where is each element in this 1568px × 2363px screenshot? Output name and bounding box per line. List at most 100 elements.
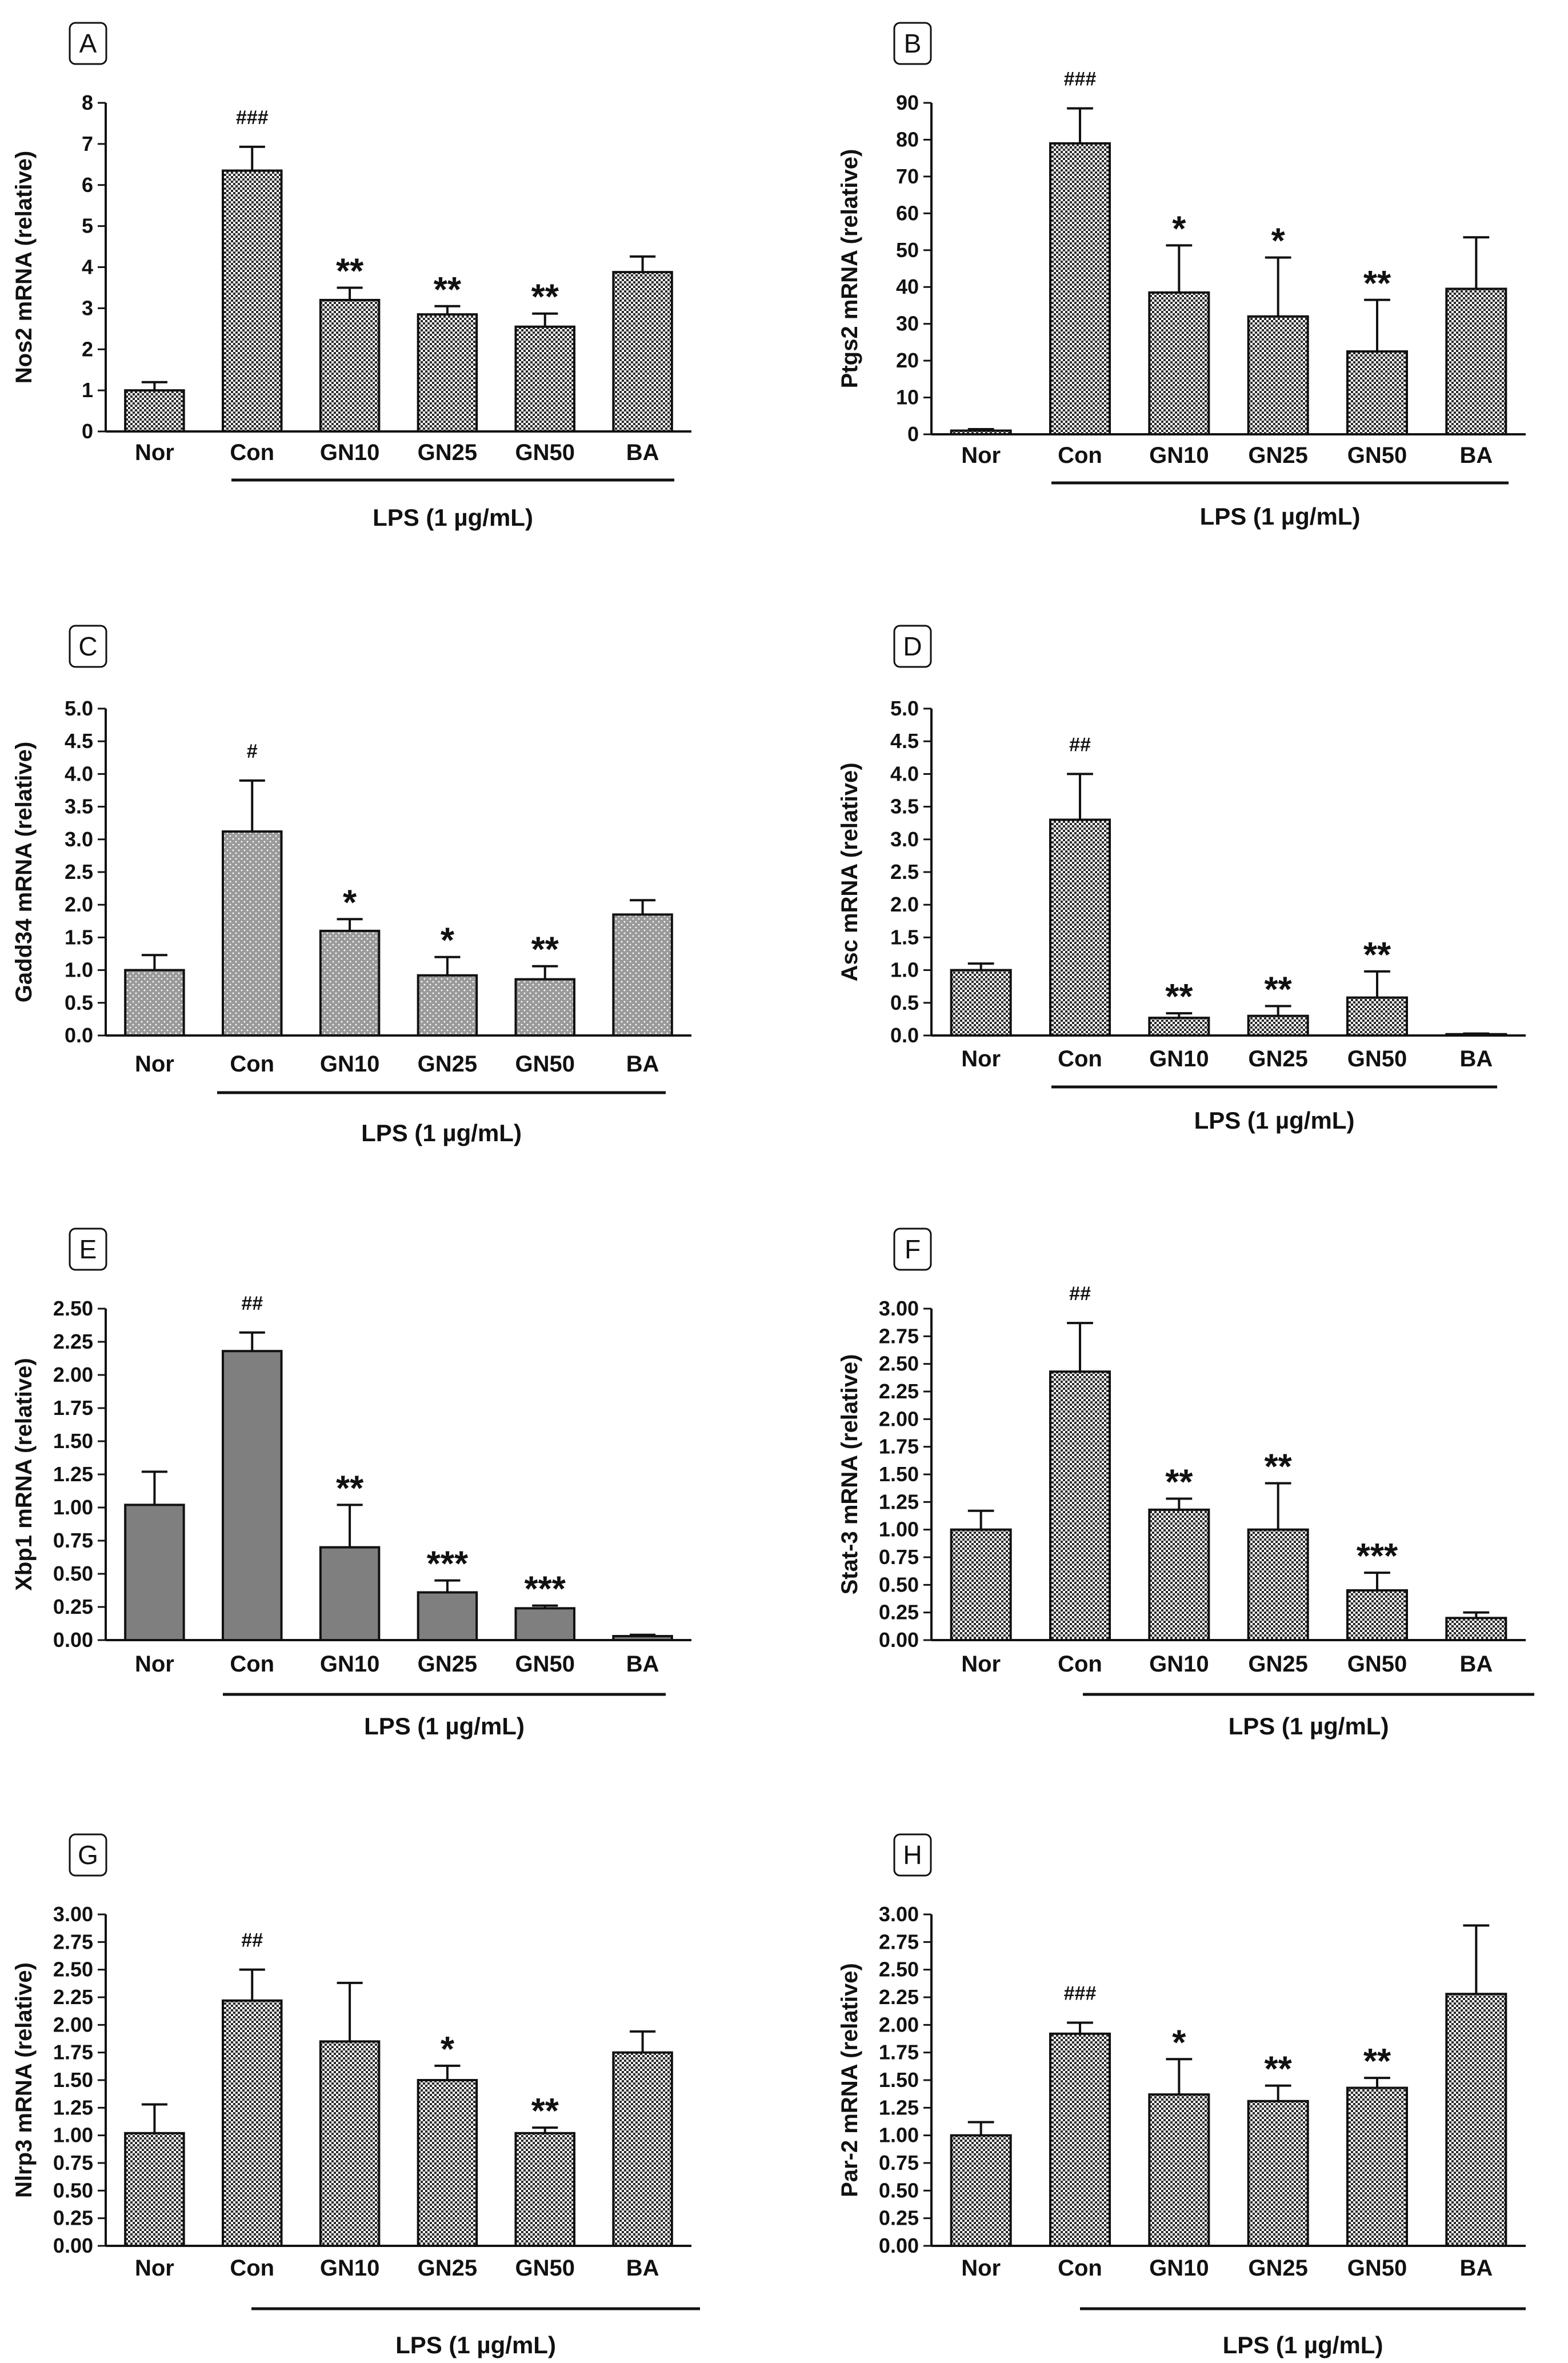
panel-letter-box <box>69 22 107 65</box>
y-tick-label: 1.00 <box>879 2124 919 2147</box>
y-tick-label: 3.0 <box>890 827 919 851</box>
bar-gn10 <box>1148 1508 1210 1642</box>
y-tick-label: 1.25 <box>879 1490 919 1513</box>
significance-marker-gn50: *** <box>1357 1537 1398 1576</box>
significance-marker-gn50: ** <box>531 2092 559 2131</box>
y-tick-label: 0.50 <box>53 2178 93 2202</box>
significance-marker-gn25: * <box>1271 222 1286 261</box>
y-tick-label: 7 <box>82 132 93 155</box>
y-tick-label: 2.25 <box>53 1985 93 2009</box>
chart-panel-d: D 0.0 0.5 1.0 1.5 2.0 2.5 3.0 3.5 4.0 4.5 5.0 Asc mR… <box>837 625 1526 1134</box>
bar-gn50 <box>1346 996 1408 1037</box>
significance-marker-con: ### <box>1064 1982 1097 2004</box>
y-tick-label: 0.5 <box>890 991 919 1014</box>
y-tick-label: 2.75 <box>53 1930 93 1953</box>
y-tick-label: 70 <box>896 165 919 188</box>
y-tick-label: 3.00 <box>879 1902 919 1926</box>
x-axis-title: LPS (1 µg/mL) <box>1194 1107 1355 1134</box>
panel-letter-box <box>893 1833 932 1877</box>
y-tick-label: 0.00 <box>879 1628 919 1652</box>
significance-marker-gn10: ** <box>1165 977 1193 1017</box>
panel-letter-box <box>893 22 932 65</box>
x-axis-title: LPS (1 µg/mL) <box>1223 2332 1383 2358</box>
x-category-label: Nor <box>135 1652 174 1677</box>
x-category-label: GN25 <box>1248 2256 1308 2281</box>
panel-letter-box <box>893 1228 932 1271</box>
significance-marker-gn10: ** <box>1165 1463 1193 1502</box>
bar-con <box>222 169 283 433</box>
bar-gn50 <box>1346 2086 1408 2248</box>
x-category-label: GN50 <box>1347 1652 1407 1677</box>
y-tick-label: 6 <box>82 173 93 197</box>
bar-con <box>222 1999 283 2248</box>
chart-panel-c: C 0.0 0.5 1.0 1.5 2.0 2.5 3.0 3.5 4.0 4.5 5.0 Gadd34… <box>11 625 691 1146</box>
bar-gn50 <box>514 1607 575 1642</box>
x-category-label: Nor <box>961 1046 1001 1071</box>
bar-nor <box>950 1528 1012 1642</box>
bar-gn50 <box>514 325 575 433</box>
panel-letter-box <box>69 625 107 668</box>
panel-letter-box <box>69 1228 107 1271</box>
y-tick-label: 1.25 <box>53 2096 93 2119</box>
y-tick-label: 2.0 <box>890 893 919 916</box>
y-tick-label: 2.5 <box>65 860 93 883</box>
panel-letter: E <box>79 1234 97 1264</box>
y-tick-label: 0.75 <box>879 2151 919 2174</box>
y-axis-title: Stat-3 mRNA (relative) <box>837 1354 862 1595</box>
y-tick-label: 4 <box>82 255 93 279</box>
bar-con <box>222 830 283 1037</box>
significance-marker-gn25: * <box>441 921 455 961</box>
panel-letter-box <box>893 625 932 668</box>
y-tick-label: 0.00 <box>53 2234 93 2257</box>
y-tick-label: 3 <box>82 296 93 319</box>
bar-ba <box>612 1635 673 1642</box>
x-category-label: Nor <box>961 443 1001 468</box>
bar-gn25 <box>417 974 478 1037</box>
x-axis-title: LPS (1 µg/mL) <box>364 1713 525 1740</box>
bar-gn25 <box>417 313 478 433</box>
y-tick-label: 0.25 <box>53 2206 93 2230</box>
y-tick-label: 1.50 <box>53 1429 93 1453</box>
y-tick-label: 1.0 <box>65 958 93 982</box>
y-tick-label: 0.75 <box>53 2151 93 2174</box>
y-tick-label: 1.00 <box>53 1496 93 1519</box>
y-tick-label: 1.25 <box>879 2096 919 2119</box>
y-tick-label: 50 <box>896 238 919 262</box>
bar-ba <box>1445 1993 1507 2247</box>
bar-con <box>1049 818 1111 1037</box>
x-category-label: BA <box>1459 2256 1493 2281</box>
x-category-label: BA <box>1459 1046 1493 1071</box>
significance-marker-gn50: ** <box>1363 935 1391 975</box>
significance-marker-gn50: ** <box>1363 264 1391 303</box>
x-category-label: GN50 <box>1347 1046 1407 1071</box>
y-axis-title: Par-2 mRNA (relative) <box>837 1963 862 2197</box>
y-tick-label: 3.0 <box>65 827 93 851</box>
x-category-label: GN10 <box>320 2256 380 2281</box>
y-tick-label: 0.75 <box>53 1529 93 1552</box>
y-axis-title: Ptgs2 mRNA (relative) <box>837 149 862 389</box>
significance-marker-gn50: ** <box>531 930 559 970</box>
significance-marker-con: ### <box>236 107 269 129</box>
x-category-label: GN25 <box>418 1051 478 1077</box>
x-category-label: GN50 <box>515 440 575 465</box>
y-tick-label: 0.00 <box>879 2234 919 2257</box>
y-tick-label: 4.0 <box>65 762 93 785</box>
bar-nor <box>124 969 185 1037</box>
y-tick-label: 1.50 <box>53 2068 93 2092</box>
y-tick-label: 3.00 <box>53 1902 93 1926</box>
bar-gn25 <box>1247 2100 1309 2248</box>
y-axis-title: Asc mRNA (relative) <box>837 762 862 981</box>
significance-marker-gn10: ** <box>336 1469 364 1508</box>
chart-panel-a: A 0 1 2 3 4 5 6 7 8 Nos2 mRNA (relative) Nor Con ### G… <box>11 22 691 531</box>
y-tick-label: 3.00 <box>879 1297 919 1320</box>
y-tick-label: 0.5 <box>65 991 93 1014</box>
x-category-label: Nor <box>135 2256 174 2281</box>
panel-letter: B <box>904 29 922 58</box>
bar-gn10 <box>1148 2093 1210 2247</box>
bar-ba <box>612 271 673 433</box>
significance-marker-con: ### <box>1064 69 1097 90</box>
x-category-label: BA <box>626 2256 659 2281</box>
x-category-label: BA <box>626 1652 659 1677</box>
y-tick-label: 2.00 <box>879 2013 919 2036</box>
